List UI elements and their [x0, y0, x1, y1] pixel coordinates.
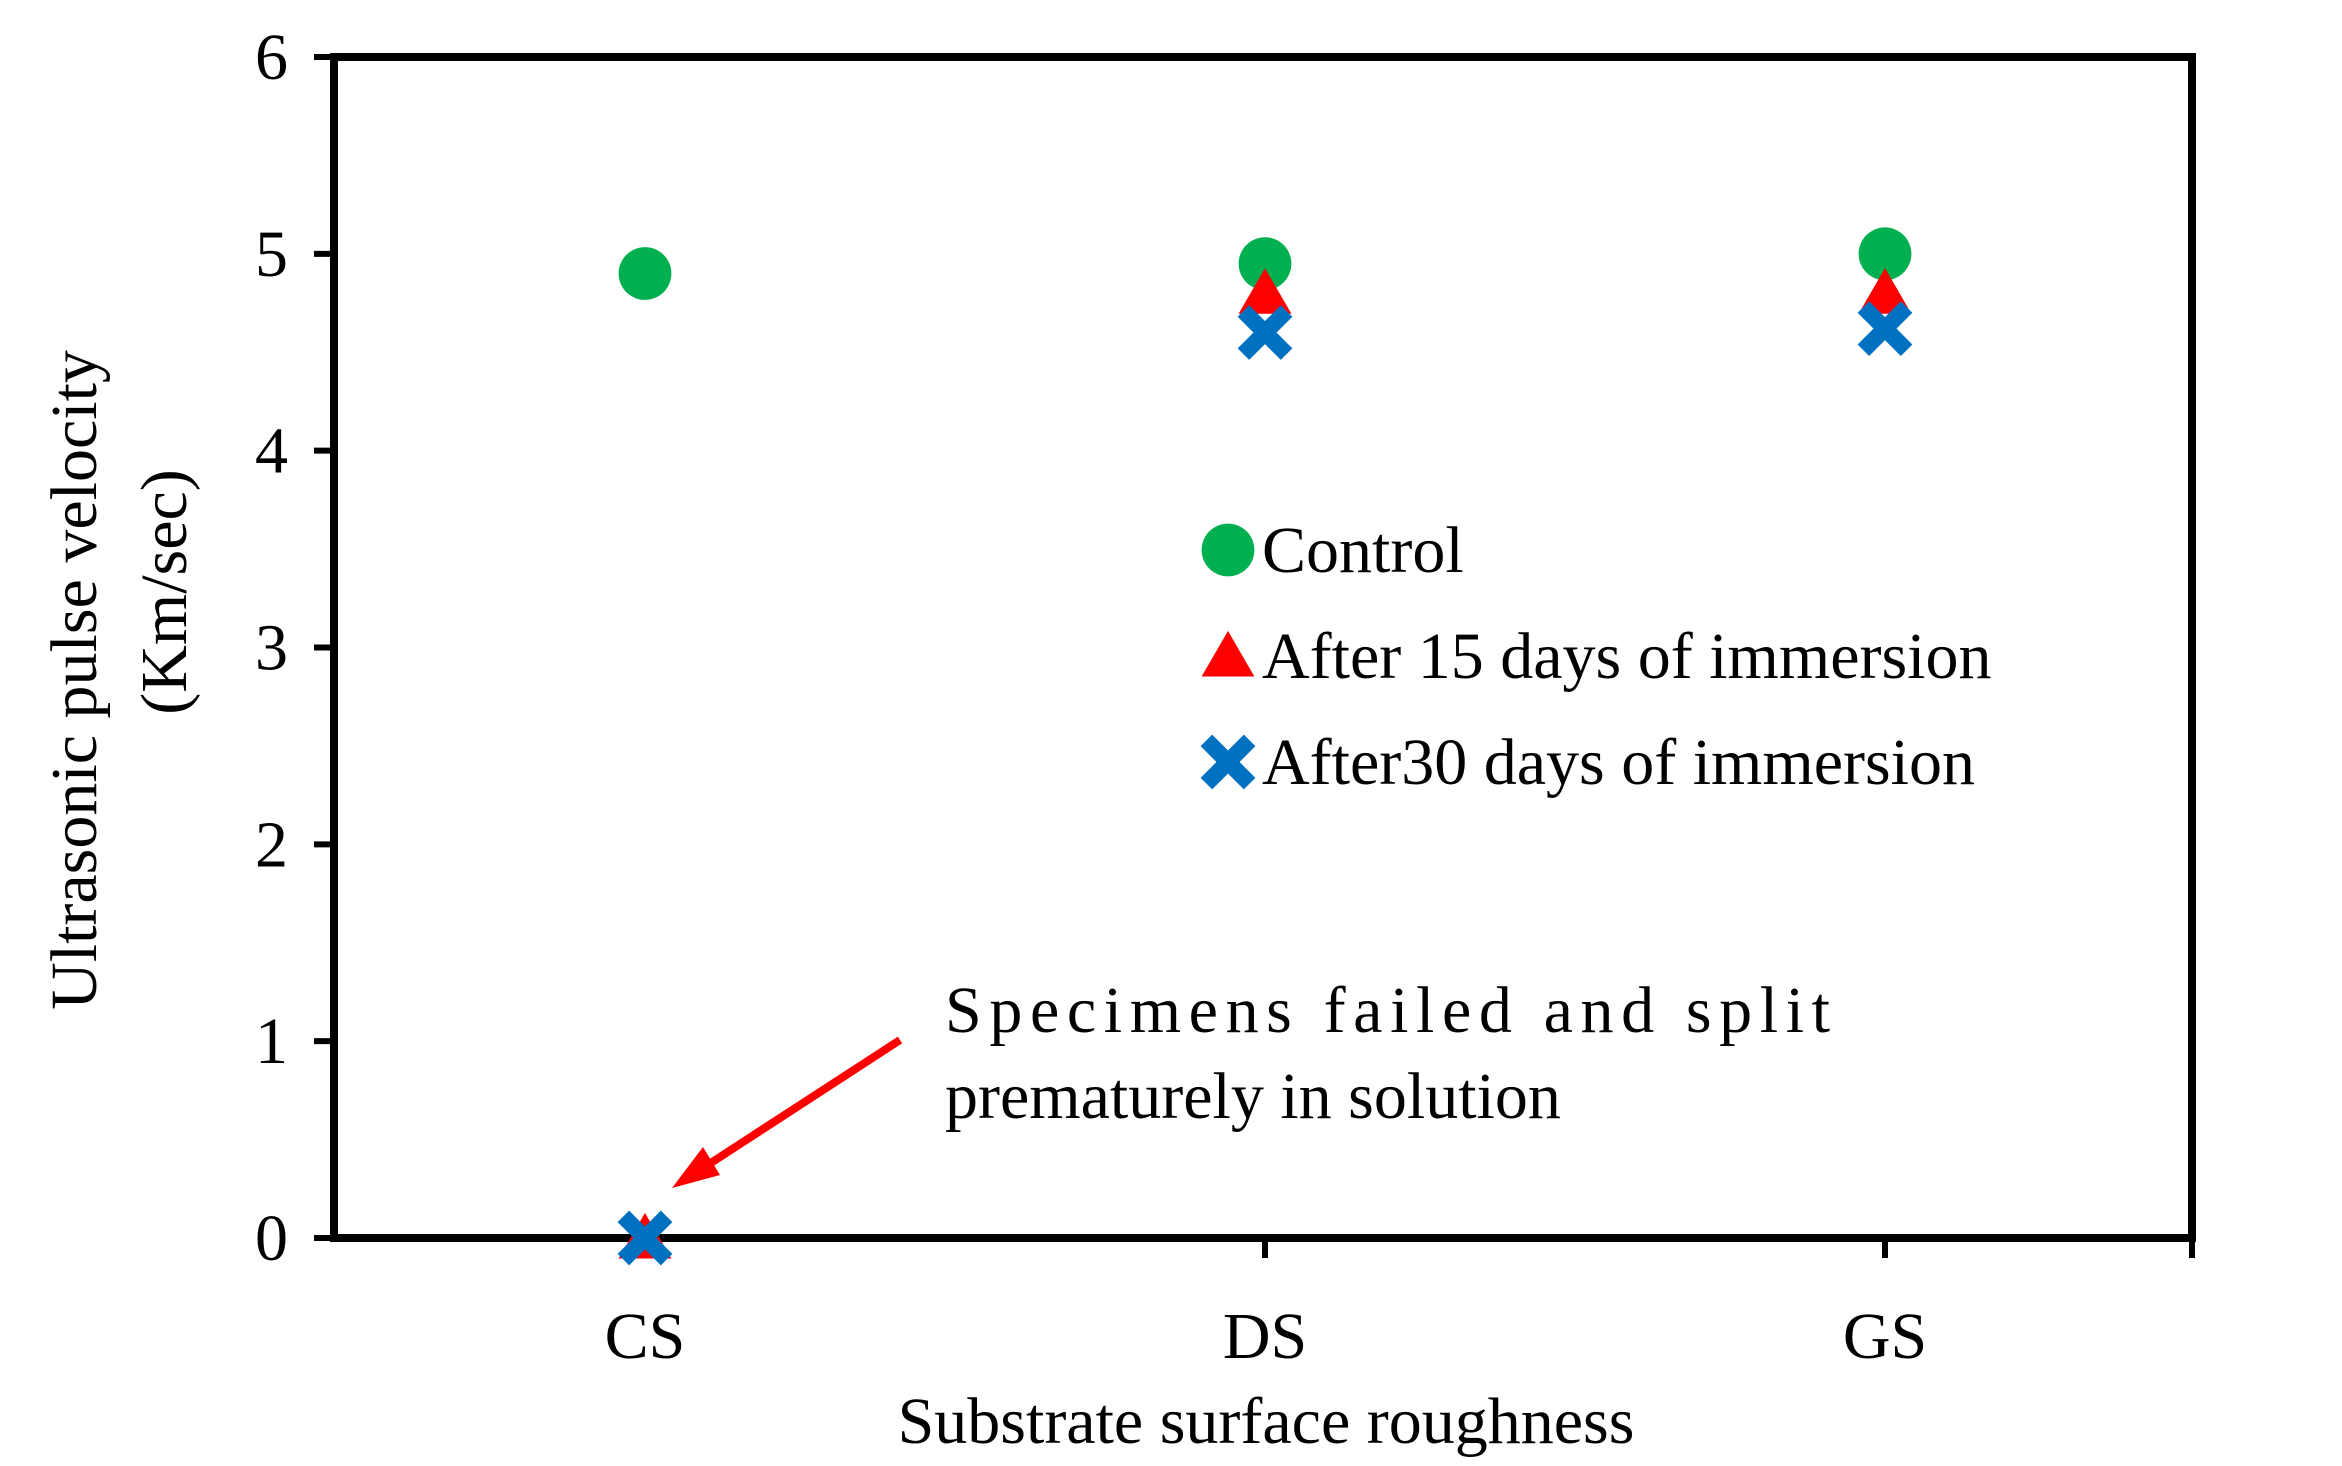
y-tick-label: 4 — [255, 415, 288, 488]
legend-marker-circle — [1201, 523, 1255, 577]
data-point-triangle-ds — [1238, 268, 1292, 314]
y-tick-label: 0 — [255, 1202, 288, 1275]
x-tick-label: CS — [605, 1300, 686, 1373]
annotation-arrow-line — [697, 1036, 903, 1174]
data-markers — [617, 227, 1913, 1266]
data-point-circle-ds — [1238, 237, 1292, 291]
data-point-x-ds — [1237, 305, 1293, 360]
legend-marker-triangle — [1201, 630, 1255, 677]
legend-marker-x — [1200, 734, 1256, 790]
axes: 0 1 2 3 4 5 6 CS DS GS — [255, 21, 2196, 1373]
x-axis-label: Substrate surface roughness — [898, 1385, 1635, 1458]
y-tick-label: 2 — [255, 808, 288, 881]
legend: Control After 15 days of immersion After30… — [1200, 514, 1992, 799]
y-axis-label-line-1: Ultrasonic pulse velocity — [38, 350, 111, 1010]
annotation-line-1: Specimens failed and split — [945, 974, 1830, 1047]
y-axis-label-line-2: (Km/sec) — [128, 469, 201, 715]
legend-label: After30 days of immersion — [1262, 726, 1975, 799]
x-tick-label: GS — [1843, 1300, 1927, 1373]
legend-label: After 15 days of immersion — [1262, 620, 1992, 693]
annotation-arrow-head — [672, 1147, 720, 1188]
data-point-triangle-gs — [1858, 268, 1912, 314]
annotation-line-2: prematurely in solution — [945, 1060, 1561, 1133]
y-tick-label: 6 — [255, 21, 288, 94]
data-point-x-gs — [1857, 301, 1913, 356]
data-point-x-cs — [617, 1210, 673, 1266]
annotation: Specimens failed and split prematurely i… — [672, 974, 1830, 1188]
legend-label: Control — [1262, 514, 1464, 587]
data-point-circle-cs — [618, 247, 672, 300]
y-tick-label: 1 — [255, 1005, 288, 1078]
x-tick-label: DS — [1223, 1300, 1307, 1373]
data-point-circle-gs — [1858, 227, 1912, 281]
y-tick-label: 3 — [255, 612, 288, 685]
y-tick-label: 5 — [255, 218, 288, 291]
